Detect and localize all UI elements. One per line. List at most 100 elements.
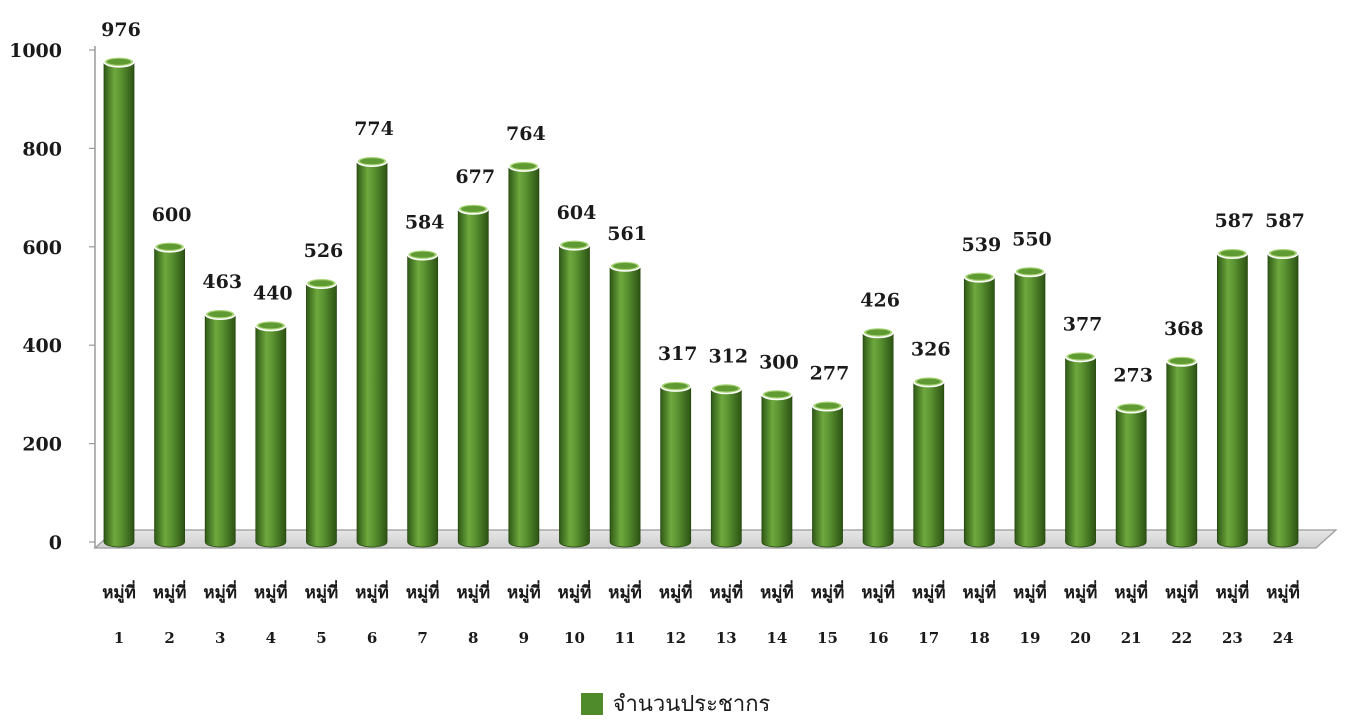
bar-top-inner	[663, 383, 688, 390]
category-label-line1: หมู่ที่	[203, 580, 237, 604]
bar	[305, 277, 338, 548]
category-label-line1: หมู่ที่	[1266, 580, 1300, 604]
category-label-line1: หมู่ที่	[963, 580, 997, 604]
bar	[356, 155, 388, 548]
y-tick-label: 0	[49, 532, 62, 554]
bar	[1165, 355, 1198, 548]
bar	[508, 160, 540, 548]
category-label-line1: หมู่ที่	[1165, 580, 1199, 604]
bar-top-inner	[866, 329, 891, 336]
bar-body	[306, 282, 337, 548]
data-label: 273	[1113, 365, 1153, 387]
bar	[457, 203, 490, 548]
data-label: 326	[911, 339, 951, 361]
category-label-line1: หมู่ที่	[760, 580, 794, 604]
category-label-line1: หมู่ที่	[355, 580, 389, 604]
data-label: 774	[354, 118, 394, 140]
data-label: 440	[253, 283, 293, 305]
category-label-line1: หมู่ที่	[254, 580, 288, 604]
data-labels: 976 600 463 440 526 774 584 677 764 604 561 317 312 3…	[101, 19, 1305, 387]
bar	[1115, 401, 1147, 548]
bar-body	[457, 208, 489, 548]
category-label-line1: หมู่ที่	[709, 580, 743, 604]
bar-top-inner	[461, 205, 486, 212]
category-label-line2: 9	[519, 629, 529, 647]
bar-body	[154, 246, 186, 548]
data-label: 550	[1012, 228, 1052, 250]
data-label: 368	[1164, 318, 1204, 340]
bar-body	[508, 165, 540, 548]
bar	[710, 382, 743, 548]
bar-body	[710, 388, 742, 548]
bar-top-inner	[1068, 353, 1093, 360]
category-label-line1: หมู่ที่	[1216, 580, 1250, 604]
bar	[1267, 247, 1299, 548]
category-label-line1: หมู่ที่	[558, 580, 592, 604]
category-label-line1: หมู่ที่	[102, 580, 136, 604]
bar	[204, 308, 237, 548]
bar-top-inner	[107, 58, 131, 65]
legend-swatch	[580, 693, 603, 715]
bar-body	[407, 254, 439, 548]
category-label-line2: 18	[969, 629, 990, 647]
y-tick-label: 200	[22, 434, 62, 456]
data-label: 377	[1063, 314, 1103, 336]
category-label-line2: 1	[114, 629, 124, 647]
category-label-line2: 16	[868, 629, 889, 647]
bar-top-inner	[309, 280, 334, 287]
category-label-line2: 23	[1222, 629, 1243, 647]
bar	[406, 248, 439, 548]
category-label-line2: 12	[665, 629, 686, 647]
bar-top-inner	[410, 251, 435, 258]
bar-top-inner	[613, 262, 638, 269]
bar	[963, 271, 996, 548]
bar-body	[103, 61, 135, 548]
bar	[103, 56, 135, 548]
category-label-line2: 19	[1020, 629, 1041, 647]
bar-body	[812, 405, 843, 548]
data-label: 604	[557, 202, 597, 224]
bar-body	[559, 244, 590, 548]
bar	[811, 399, 844, 548]
category-label-line2: 3	[215, 629, 225, 647]
data-label: 539	[962, 234, 1002, 256]
legend: จำนวนประชากร	[0, 686, 1351, 721]
bar	[862, 326, 894, 548]
bar-body	[356, 160, 388, 548]
bar-body	[204, 313, 236, 548]
bar-body	[1065, 356, 1096, 548]
bar-top-inner	[511, 163, 536, 170]
category-label-line1: หมู่ที่	[811, 580, 845, 604]
bar-body	[1115, 407, 1147, 548]
category-label-line2: 4	[266, 629, 276, 647]
data-label: 463	[202, 271, 242, 293]
category-label-line2: 14	[766, 629, 787, 647]
bar-top-inner	[258, 322, 283, 329]
bar-top-inner	[916, 378, 941, 385]
data-label: 600	[152, 204, 192, 226]
bar	[609, 260, 641, 548]
data-label: 764	[506, 123, 546, 145]
bar-top-inner	[1220, 250, 1245, 257]
data-label: 561	[607, 223, 647, 245]
category-label-line1: หมู่ที่	[1114, 580, 1148, 604]
category-label-line1: หมู่ที่	[1013, 580, 1047, 604]
category-label-line1: หมู่ที่	[861, 580, 895, 604]
data-label: 587	[1265, 210, 1305, 232]
bar-body	[1216, 252, 1248, 548]
y-tick-label: 800	[22, 138, 62, 160]
bar-body	[609, 265, 641, 548]
bar-top-inner	[714, 385, 739, 392]
bar	[912, 375, 945, 548]
category-label-line1: หมู่ที่	[406, 580, 440, 604]
bar-top-inner	[157, 243, 182, 250]
bars	[103, 56, 1299, 548]
bar-body	[963, 276, 995, 548]
bar-top-inner	[1271, 250, 1295, 257]
data-label: 426	[860, 289, 900, 311]
data-label: 584	[405, 212, 445, 234]
bar	[153, 241, 186, 548]
data-label: 312	[708, 345, 748, 367]
category-label-line2: 8	[468, 629, 478, 647]
